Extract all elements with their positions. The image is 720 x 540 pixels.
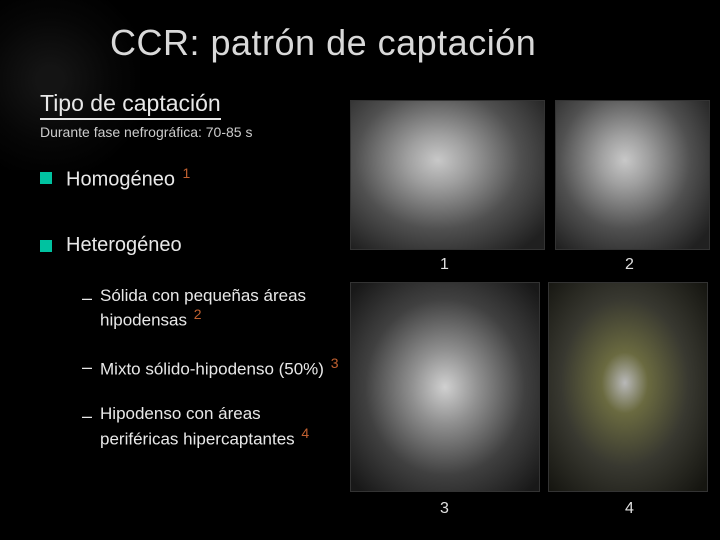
sub-bullet-item: – Sólida con pequeñas áreas hipodensas 2 [82, 286, 340, 331]
ct-image-3 [350, 282, 540, 492]
section-subtext: Durante fase nefrográfica: 70-85 s [40, 124, 252, 140]
bullet-square-icon [40, 172, 52, 184]
bullet-list: Homogéneo 1 Heterogéneo – Sólida con peq… [40, 165, 340, 474]
section-header: Tipo de captación [40, 90, 221, 120]
image-label: 3 [440, 500, 449, 518]
sub-label: Hipodenso con áreas periféricas hipercap… [100, 404, 295, 448]
slide-title: CCR: patrón de captación [110, 22, 536, 64]
ct-image-1 [350, 100, 545, 250]
sub-bullet-text: Sólida con pequeñas áreas hipodensas 2 [100, 286, 340, 331]
bullet-item: Heterogéneo [40, 233, 340, 258]
reference-number: 3 [331, 355, 339, 371]
bullet-text: Homogéneo 1 [66, 165, 190, 193]
reference-number: 4 [301, 425, 309, 441]
image-label: 2 [625, 256, 634, 274]
sub-bullet-item: – Hipodenso con áreas periféricas hiperc… [82, 404, 340, 449]
ct-image-4 [548, 282, 708, 492]
bullet-item: Homogéneo 1 [40, 165, 340, 193]
reference-number: 1 [183, 165, 191, 181]
image-label: 1 [440, 256, 449, 274]
sub-label: Mixto sólido-hipodenso (50%) [100, 360, 324, 379]
dash-icon: – [82, 406, 92, 427]
sub-bullet-item: – Mixto sólido-hipodenso (50%) 3 [82, 355, 340, 380]
image-label: 4 [625, 500, 634, 518]
bullet-text: Heterogéneo [66, 233, 182, 258]
sub-bullet-list: – Sólida con pequeñas áreas hipodensas 2… [82, 286, 340, 450]
bullet-label: Homogéneo [66, 169, 175, 191]
dash-icon: – [82, 288, 92, 309]
sub-bullet-text: Hipodenso con áreas periféricas hipercap… [100, 404, 340, 449]
bullet-square-icon [40, 240, 52, 252]
sub-label: Sólida con pequeñas áreas hipodensas [100, 286, 306, 330]
dash-icon: – [82, 357, 92, 378]
bullet-label: Heterogéneo [66, 234, 182, 256]
sub-bullet-text: Mixto sólido-hipodenso (50%) 3 [100, 355, 338, 380]
reference-number: 2 [194, 306, 202, 322]
ct-image-2 [555, 100, 710, 250]
